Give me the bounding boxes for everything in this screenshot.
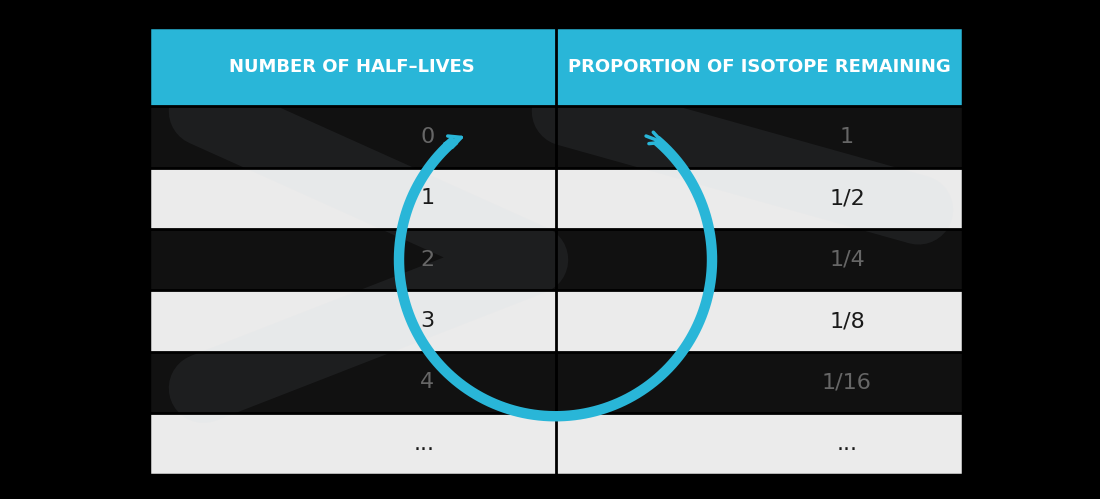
- Text: PROPORTION OF ISOTOPE REMAINING: PROPORTION OF ISOTOPE REMAINING: [568, 58, 950, 76]
- Text: 1/2: 1/2: [829, 188, 865, 209]
- Text: 1/8: 1/8: [829, 311, 865, 331]
- Text: 3: 3: [420, 311, 434, 331]
- FancyBboxPatch shape: [148, 413, 556, 475]
- Text: 4: 4: [420, 372, 434, 393]
- FancyBboxPatch shape: [556, 106, 962, 168]
- Text: ...: ...: [836, 434, 858, 454]
- Text: 1/16: 1/16: [822, 372, 872, 393]
- FancyBboxPatch shape: [556, 413, 962, 475]
- FancyBboxPatch shape: [556, 229, 962, 290]
- FancyBboxPatch shape: [148, 229, 556, 290]
- Text: ...: ...: [414, 434, 435, 454]
- FancyBboxPatch shape: [556, 290, 962, 352]
- FancyBboxPatch shape: [148, 106, 556, 168]
- Text: 1: 1: [420, 188, 434, 209]
- FancyBboxPatch shape: [556, 352, 962, 413]
- Text: 2: 2: [420, 250, 434, 270]
- Text: 1: 1: [840, 127, 854, 147]
- FancyBboxPatch shape: [556, 168, 962, 229]
- FancyBboxPatch shape: [148, 168, 556, 229]
- FancyBboxPatch shape: [148, 352, 556, 413]
- FancyBboxPatch shape: [148, 290, 556, 352]
- Text: NUMBER OF HALF–LIVES: NUMBER OF HALF–LIVES: [229, 58, 475, 76]
- FancyBboxPatch shape: [148, 27, 962, 106]
- Text: 1/4: 1/4: [829, 250, 865, 270]
- Text: 0: 0: [420, 127, 434, 147]
